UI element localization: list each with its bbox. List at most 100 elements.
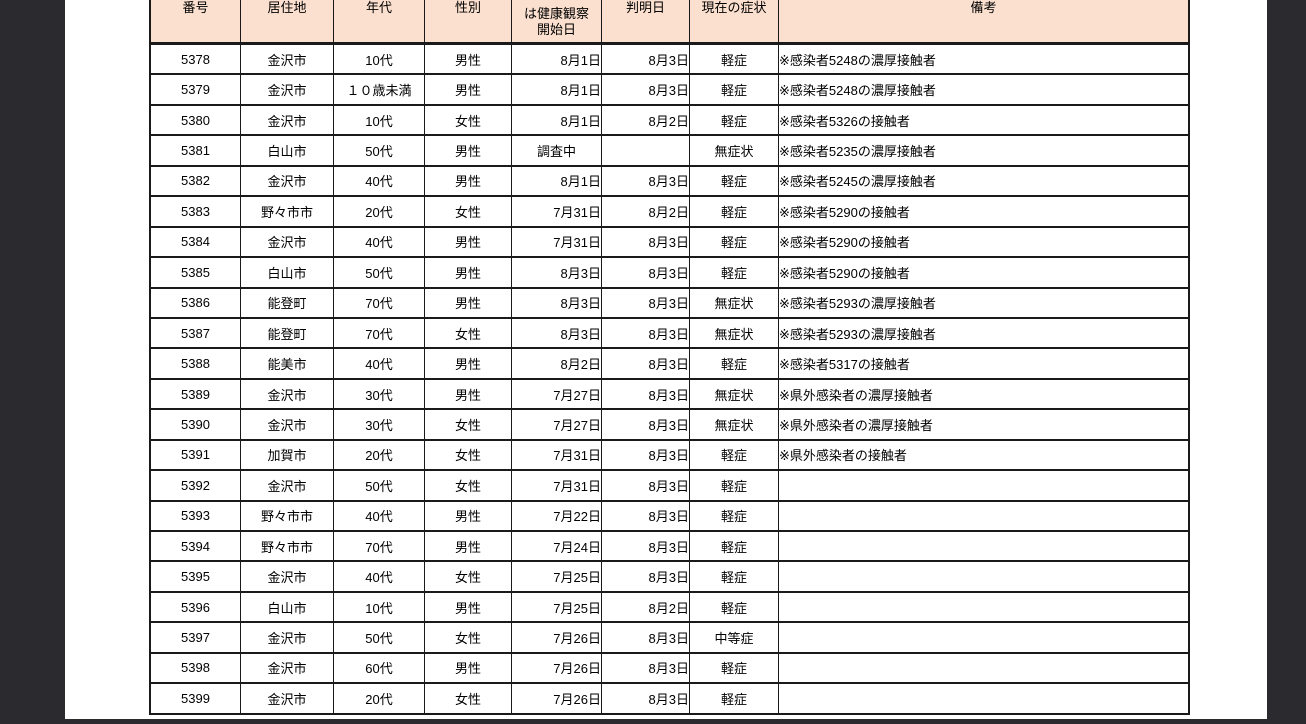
table-cell: 金沢市 [240, 377, 334, 411]
table-cell: 金沢市 [240, 164, 334, 198]
table-cell: ※感染者5290の接触者 [778, 225, 1190, 259]
table-cell: 女性 [424, 621, 512, 654]
header-row: 番号 居住地 年代 性別 は健康観察 開始日 判明日 現在の症状 備考 [149, 0, 1190, 45]
table-cell: 8月2日 [601, 590, 690, 624]
table-cell: 中等症 [689, 621, 779, 654]
table-cell: 無症状 [689, 377, 779, 411]
table-cell: 7月27日 [511, 377, 602, 411]
table-cell: 20代 [333, 438, 425, 472]
table-cell: 5394 [149, 529, 241, 563]
table-cell: 7月31日 [511, 469, 602, 502]
table-cell: ※感染者5317の接触者 [778, 347, 1190, 380]
table-cell: 女性 [424, 469, 512, 502]
table-cell: 70代 [333, 316, 425, 350]
table-cell: 8月1日 [511, 164, 602, 198]
table-row: 5379 金沢市 １０歳未満 男性 8月1日 8月3日 軽症 ※感染者5248の濃厚接触者 [149, 73, 1190, 106]
table-cell: 軽症 [689, 651, 779, 685]
table-cell: 男性 [424, 347, 512, 380]
table-cell: 白山市 [240, 590, 334, 624]
table-cell: 無症状 [689, 134, 779, 167]
table-cell: 50代 [333, 134, 425, 167]
table-cell: 軽症 [689, 195, 779, 228]
table-cell: 8月3日 [601, 42, 690, 76]
table-cell: 軽症 [689, 225, 779, 259]
table-row: 5396 白山市 10代 男性 7月25日 8月2日 軽症 [149, 590, 1190, 624]
table-cell: 男性 [424, 73, 512, 106]
table-cell: 金沢市 [240, 469, 334, 502]
table-cell: 7月26日 [511, 651, 602, 685]
table-cell: 5389 [149, 377, 241, 411]
table-cell: 8月3日 [601, 73, 690, 106]
table-cell: 軽症 [689, 256, 779, 289]
table-row: 5393 野々市市 40代 男性 7月22日 8月3日 軽症 [149, 499, 1190, 533]
table-cell: 軽症 [689, 529, 779, 563]
table-cell: 軽症 [689, 560, 779, 593]
table-row: 5391 加賀市 20代 女性 7月31日 8月3日 軽症 ※県外感染者の接触者 [149, 438, 1190, 472]
column-header: 居住地 [240, 0, 334, 45]
table-cell: ※感染者5290の接触者 [778, 195, 1190, 228]
table-cell: 8月3日 [601, 529, 690, 563]
table-cell: ※感染者5293の濃厚接触者 [778, 286, 1190, 319]
table-cell: 50代 [333, 256, 425, 289]
table-cell: 男性 [424, 286, 512, 319]
table-cell: 男性 [424, 42, 512, 76]
table-cell: 5395 [149, 560, 241, 593]
column-header: 現在の症状 [689, 0, 779, 45]
table-cell: 女性 [424, 438, 512, 472]
table-cell: 女性 [424, 682, 512, 715]
table-cell: 8月3日 [511, 286, 602, 319]
table-cell: 40代 [333, 225, 425, 259]
table-cell: 5386 [149, 286, 241, 319]
table-cell: 女性 [424, 103, 512, 137]
table-cell: 男性 [424, 164, 512, 198]
table-cell: 40代 [333, 164, 425, 198]
table-cell: ※感染者5326の接触者 [778, 103, 1190, 137]
table-cell: ※県外感染者の濃厚接触者 [778, 408, 1190, 441]
table-cell: 男性 [424, 256, 512, 289]
table-cell: 女性 [424, 316, 512, 350]
table-cell: 男性 [424, 134, 512, 167]
table-cell: 8月3日 [601, 651, 690, 685]
table-cell: 8月3日 [601, 621, 690, 654]
table-row: 5387 能登町 70代 女性 8月3日 8月3日 無症状 ※感染者5293の濃厚接触者 [149, 316, 1190, 350]
table-cell: 8月3日 [601, 164, 690, 198]
table-cell [601, 134, 690, 167]
table-cell: 加賀市 [240, 438, 334, 472]
table-row: 5382 金沢市 40代 男性 8月1日 8月3日 軽症 ※感染者5245の濃厚接触者 [149, 164, 1190, 198]
table-cell: 男性 [424, 651, 512, 685]
table-cell: 7月26日 [511, 682, 602, 715]
table-cell: 7月31日 [511, 195, 602, 228]
table-cell: 金沢市 [240, 621, 334, 654]
table-row: 5392 金沢市 50代 女性 7月31日 8月3日 軽症 [149, 469, 1190, 502]
table-cell: 金沢市 [240, 408, 334, 441]
table-row: 5388 能美市 40代 男性 8月2日 8月3日 軽症 ※感染者5317の接触者 [149, 347, 1190, 380]
column-header: 備考 [778, 0, 1190, 45]
table-cell: ※感染者5248の濃厚接触者 [778, 73, 1190, 106]
table-cell: 白山市 [240, 256, 334, 289]
table-cell: ※感染者5245の濃厚接触者 [778, 164, 1190, 198]
table-cell [778, 499, 1190, 533]
table-cell: 金沢市 [240, 42, 334, 76]
table-cell: 40代 [333, 347, 425, 380]
table-cell: 8月3日 [511, 256, 602, 289]
table-cell: 5391 [149, 438, 241, 472]
table-cell: 70代 [333, 286, 425, 319]
table-body: 5378 金沢市 10代 男性 8月1日 8月3日 軽症 ※感染者5248の濃厚接触者 5379… [149, 42, 1190, 715]
table-cell: 10代 [333, 42, 425, 76]
table-cell: 5396 [149, 590, 241, 624]
table-row: 5383 野々市市 20代 女性 7月31日 8月2日 軽症 ※感染者5290の接触者 [149, 195, 1190, 228]
table-cell: 8月2日 [601, 195, 690, 228]
table-cell: 7月25日 [511, 560, 602, 593]
table-cell: 8月3日 [601, 286, 690, 319]
table-cell: 調査中 [511, 134, 602, 167]
table-cell [778, 560, 1190, 593]
table-cell: 5392 [149, 469, 241, 502]
table-cell: 7月26日 [511, 621, 602, 654]
table-cell [778, 529, 1190, 563]
table-cell: 7月25日 [511, 590, 602, 624]
table-cell: 8月3日 [601, 316, 690, 350]
table-cell: 野々市市 [240, 529, 334, 563]
table-cell: 5399 [149, 682, 241, 715]
table-cell: 金沢市 [240, 560, 334, 593]
